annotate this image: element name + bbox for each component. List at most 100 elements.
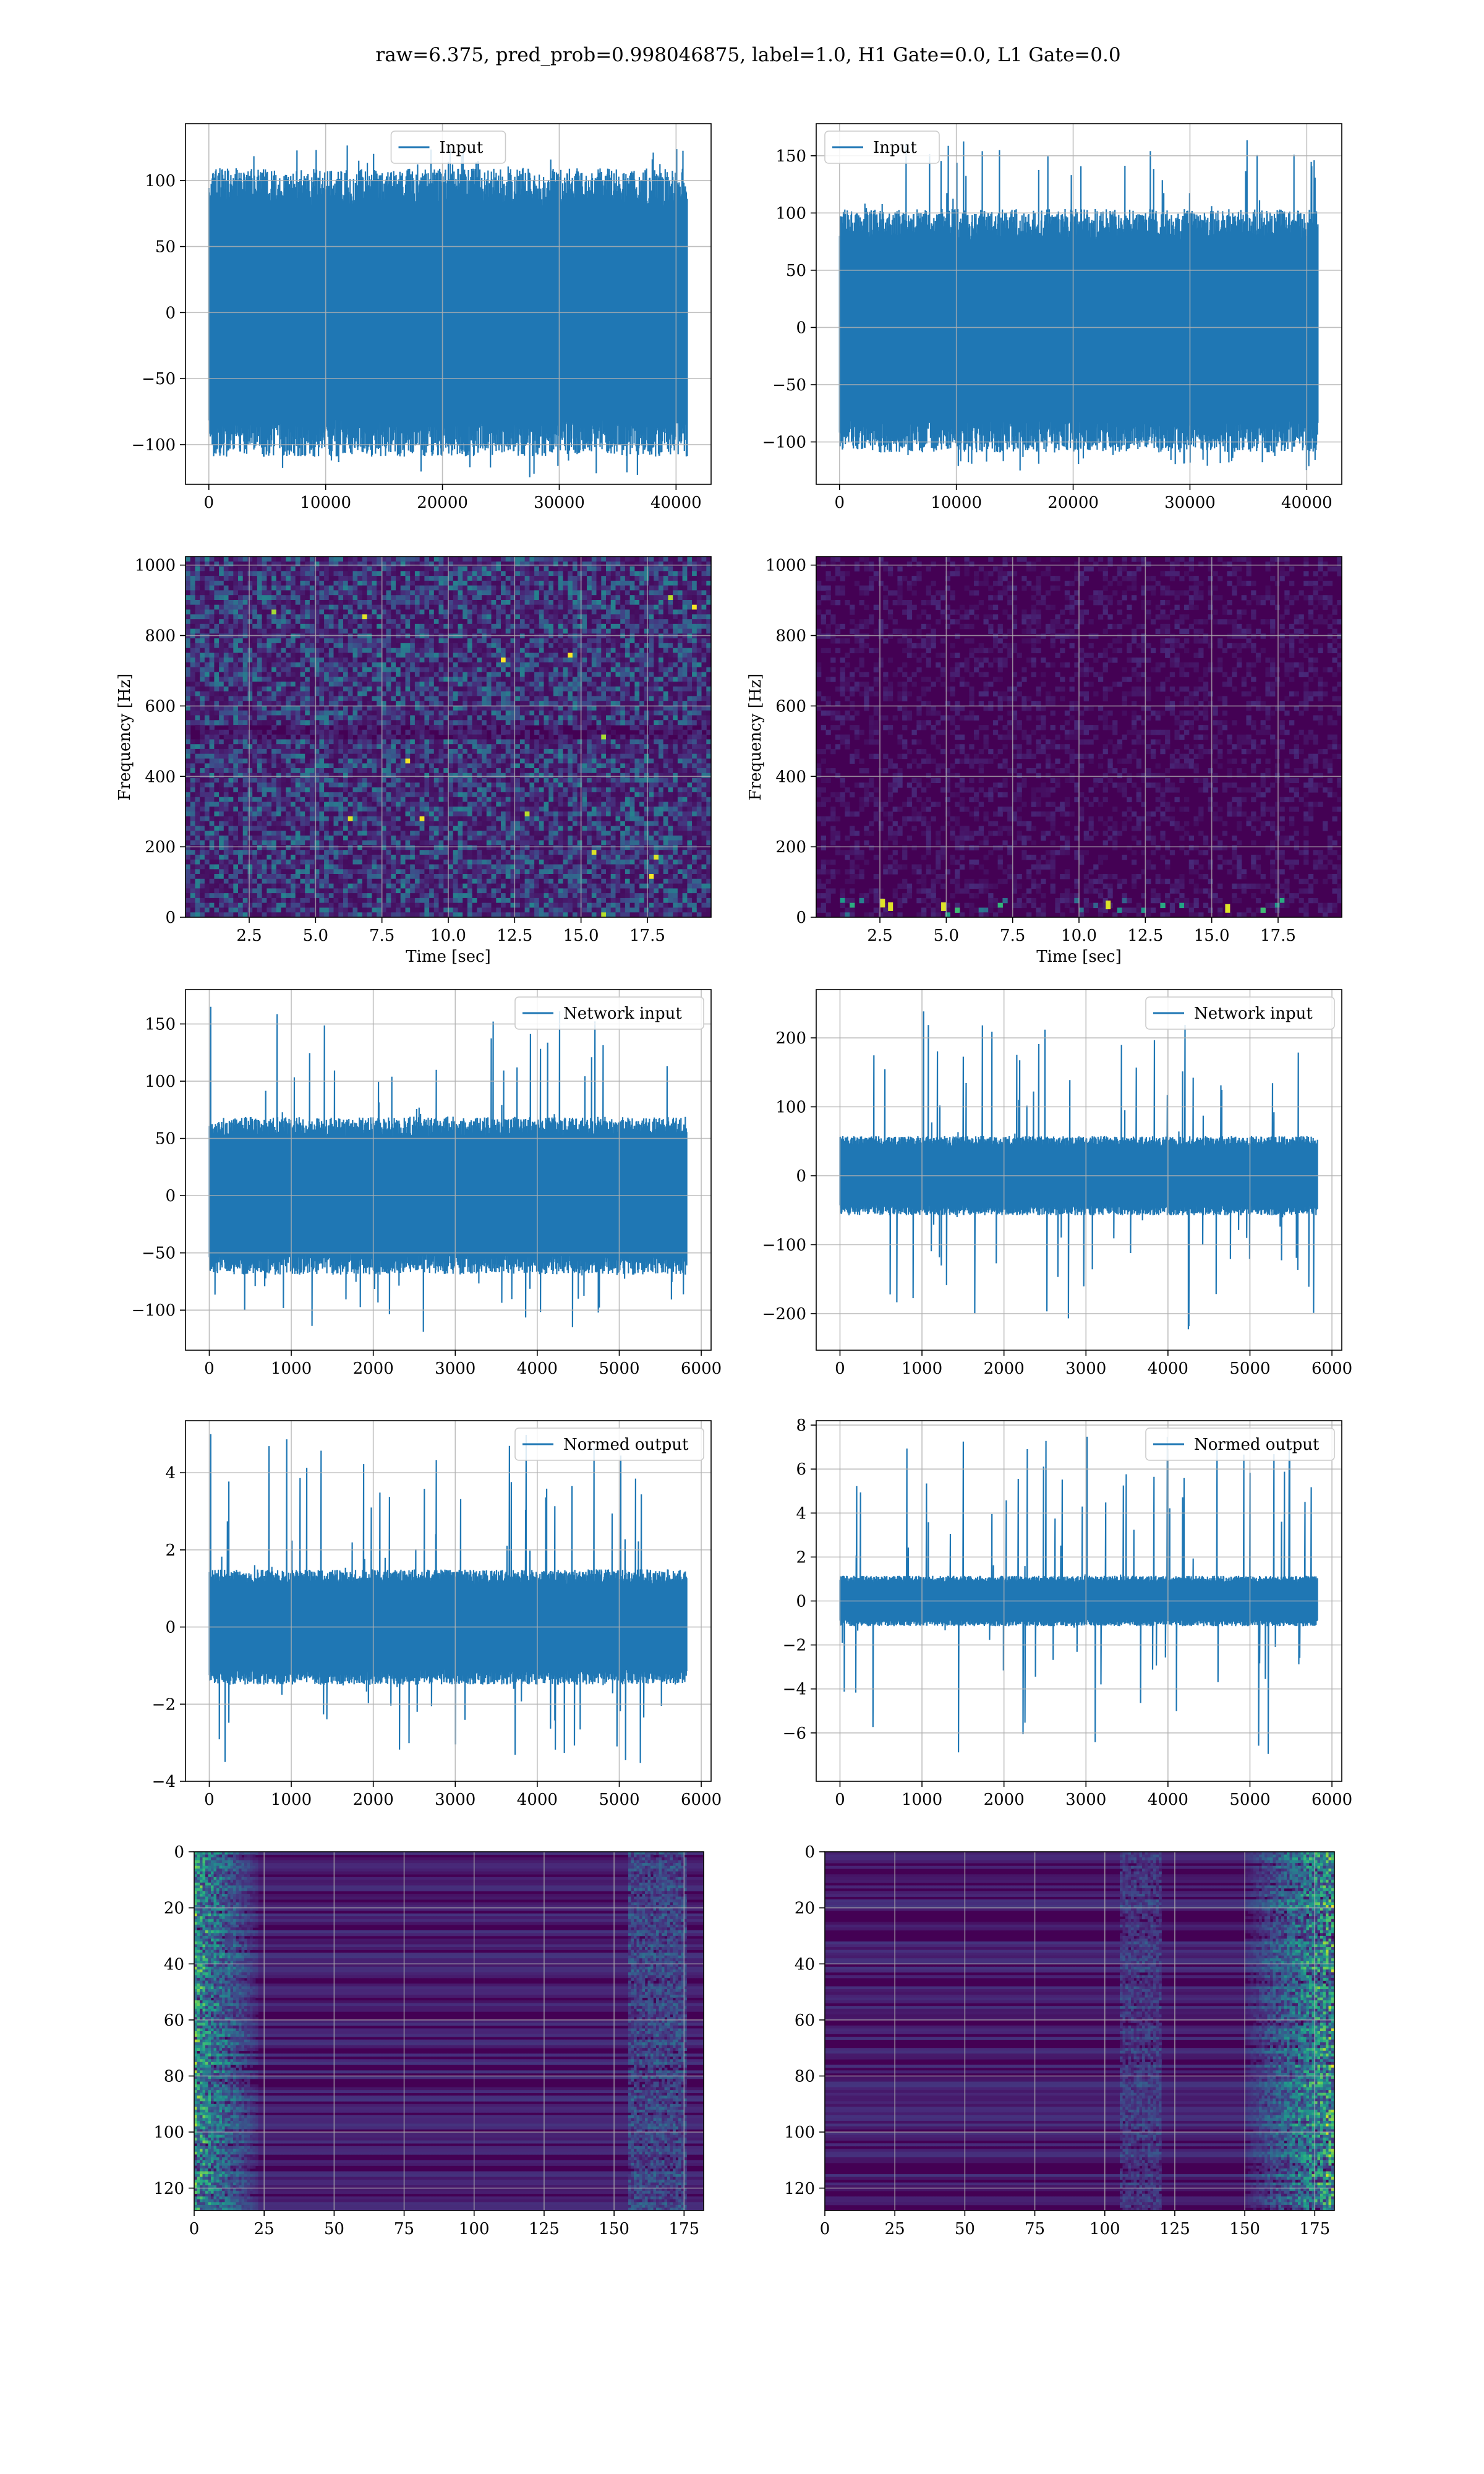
spectrogram-l1-heatmap-cells — [816, 557, 1342, 917]
embedding-l1-ytick-label: 60 — [795, 2011, 815, 2030]
network-input-l1-xtick-label: 4000 — [1148, 1359, 1188, 1378]
spectrogram-h1-ytick-label: 400 — [145, 768, 176, 786]
embedding-h1-xtick-label: 125 — [529, 2220, 560, 2238]
input-h1-ytick-label: −50 — [142, 370, 176, 388]
normed-output-l1-ytick-label: −2 — [783, 1637, 806, 1655]
network-input-l1-panel: 0 1000 2000 3000 4000 5000 6000 −200 −100 0 100 200… — [762, 989, 1352, 1378]
input-l1-series-line — [838, 140, 1319, 471]
network-input-l1-ytick-label: 200 — [775, 1029, 806, 1048]
normed-output-l1-plot-area — [816, 1421, 1342, 1781]
spectrogram-l1-grid — [816, 557, 1342, 917]
embedding-h1-ytick-label: 100 — [153, 2123, 184, 2142]
normed-output-l1-xtick-label: 5000 — [1229, 1791, 1270, 1809]
normed-output-h1-ytick-label: −2 — [152, 1695, 176, 1714]
normed-output-h1-xtick-label: 3000 — [435, 1791, 475, 1809]
embedding-l1-xtick-label: 150 — [1229, 2220, 1260, 2238]
network-input-h1-series-line — [208, 1006, 688, 1332]
embedding-l1-xtick-label: 175 — [1299, 2220, 1330, 2238]
network-input-h1-xtick-label: 3000 — [435, 1359, 475, 1378]
network-input-h1-xtick-label: 2000 — [353, 1359, 394, 1378]
input-l1-xtick-label: 20000 — [1047, 494, 1099, 512]
input-h1-xtick-label: 40000 — [650, 494, 702, 512]
normed-output-l1-legend-label: Normed output — [1194, 1436, 1320, 1454]
spectrogram-h1-xlabel: Time [sec] — [406, 948, 491, 966]
normed-output-h1-plot-area — [186, 1421, 711, 1781]
embedding-l1-ytick-label: 80 — [795, 2068, 815, 2086]
network-input-h1-panel: 0 1000 2000 3000 4000 5000 6000 −100 −50 0 50 100 15… — [132, 989, 722, 1378]
normed-output-l1-xtick-label: 4000 — [1148, 1791, 1188, 1809]
network-input-l1-ytick-label: −200 — [762, 1305, 806, 1324]
spectrogram-l1-ylabel: Frequency [Hz] — [746, 674, 765, 801]
normed-output-h1-xtick-label: 0 — [204, 1791, 215, 1809]
input-h1-ytick-label: 0 — [165, 304, 176, 322]
input-h1-ytick-label: −100 — [132, 436, 176, 455]
embedding-l1-xtick-label: 75 — [1025, 2220, 1045, 2238]
embedding-h1-panel: 0 25 50 75 100 125 150 175 0 20 40 60 80 100 120 — [153, 1843, 704, 2238]
spectrogram-h1-xtick-label: 10.0 — [430, 927, 466, 945]
input-h1-plot-area — [186, 124, 711, 484]
spectrogram-h1-plot-area — [186, 557, 711, 917]
embedding-h1-xtick-label: 150 — [599, 2220, 629, 2238]
spectrogram-h1-xtick-label: 5.0 — [303, 927, 328, 945]
embedding-l1-grid — [825, 1852, 1334, 2211]
normed-output-h1-xtick-label: 1000 — [271, 1791, 312, 1809]
spectrogram-h1-xtick-label: 15.0 — [563, 927, 599, 945]
network-input-h1-frame — [185, 989, 712, 1351]
normed-output-h1-ytick-label: −4 — [152, 1773, 176, 1791]
network-input-h1-ytick-label: −50 — [142, 1244, 176, 1263]
normed-output-h1-ytick-label: 2 — [165, 1541, 176, 1560]
spectrogram-l1-xtick-label: 15.0 — [1194, 927, 1230, 945]
figure-suptitle: raw=6.375, pred_prob=0.998046875, label=… — [375, 44, 1120, 66]
normed-output-l1-ytick-label: 4 — [796, 1504, 806, 1523]
embedding-l1-ytick-label: 40 — [795, 1955, 815, 1974]
input-l1-ytick-label: 50 — [786, 262, 806, 280]
embedding-l1-ytick-label: 0 — [804, 1843, 815, 1862]
normed-output-l1-xtick-label: 0 — [835, 1791, 845, 1809]
embedding-h1-ytick-label: 0 — [174, 1843, 184, 1862]
spectrogram-l1-plot-area — [816, 557, 1342, 917]
embedding-l1-ytick-label: 20 — [795, 1899, 815, 1918]
embedding-h1-ytick-label: 120 — [153, 2180, 184, 2198]
normed-output-l1-ytick-label: −4 — [783, 1680, 806, 1699]
input-l1-ytick-label: 0 — [796, 319, 806, 337]
network-input-h1-xtick-label: 5000 — [599, 1359, 639, 1378]
input-h1-panel: 0 10000 20000 30000 40000 −100 −50 0 50 100 Input — [132, 123, 712, 512]
normed-output-h1-legend-label: Normed output — [563, 1436, 689, 1454]
embedding-l1-ytick-label: 120 — [784, 2180, 815, 2198]
spectrogram-l1-ytick-label: 600 — [775, 697, 806, 716]
embedding-h1-xtick-label: 0 — [189, 2220, 200, 2238]
input-h1-frame — [185, 123, 712, 485]
spectrogram-h1-grid — [186, 557, 711, 917]
network-input-l1-grid — [816, 990, 1342, 1350]
embedding-h1-xtick-label: 50 — [324, 2220, 344, 2238]
network-input-l1-series-line — [839, 1011, 1318, 1330]
network-input-l1-ytick-label: 0 — [796, 1167, 806, 1186]
input-h1-xtick-label: 10000 — [300, 494, 351, 512]
embedding-l1-plot-area — [825, 1852, 1334, 2211]
normed-output-l1-ytick-label: 8 — [796, 1416, 806, 1435]
input-l1-xtick-label: 0 — [835, 494, 845, 512]
spectrogram-l1-panel: 2.5 5.0 7.5 10.0 12.5 15.0 17.5 0 200 400 600 800 10… — [746, 556, 1342, 966]
embedding-l1-heatmap-cells — [825, 1852, 1334, 2211]
embedding-l1-xtick-label: 50 — [955, 2220, 975, 2238]
network-input-h1-ytick-label: −100 — [132, 1301, 176, 1320]
network-input-l1-xtick-label: 1000 — [902, 1359, 942, 1378]
network-input-h1-ytick-label: 0 — [165, 1187, 176, 1205]
normed-output-h1-ytick-label: 4 — [165, 1464, 176, 1483]
spectrogram-l1-xtick-label: 2.5 — [867, 927, 892, 945]
network-input-h1-xtick-label: 6000 — [681, 1359, 722, 1378]
input-l1-ytick-label: −100 — [762, 434, 806, 452]
spectrogram-l1-xtick-label: 7.5 — [1000, 927, 1025, 945]
network-input-l1-ytick-label: 100 — [775, 1098, 806, 1117]
embedding-h1-xtick-label: 25 — [254, 2220, 275, 2238]
normed-output-l1-ytick-label: 6 — [796, 1460, 806, 1479]
embedding-h1-frame — [194, 1851, 704, 2211]
network-input-h1-xtick-label: 0 — [204, 1359, 215, 1378]
network-input-l1-xtick-label: 6000 — [1311, 1359, 1352, 1378]
input-l1-xtick-label: 40000 — [1281, 494, 1333, 512]
normed-output-l1-xtick-label: 1000 — [902, 1791, 942, 1809]
network-input-h1-legend: Network input — [514, 996, 704, 1030]
normed-output-h1-xtick-label: 4000 — [517, 1791, 558, 1809]
network-input-l1-xtick-label: 3000 — [1065, 1359, 1106, 1378]
